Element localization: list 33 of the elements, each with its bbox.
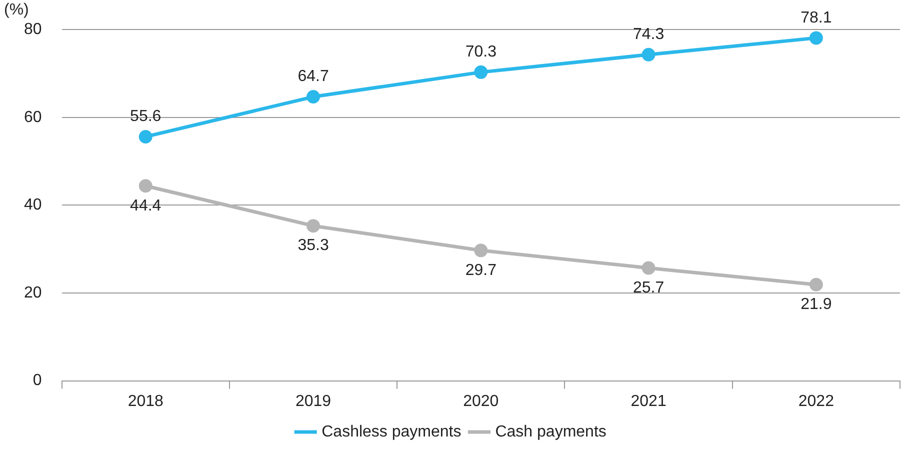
y-tick-label: 60 — [24, 108, 42, 126]
x-tick-label: 2019 — [295, 392, 332, 410]
point — [138, 130, 152, 144]
point — [642, 48, 656, 62]
point — [306, 219, 320, 233]
data-label: 74.3 — [632, 26, 664, 44]
data-label: 55.6 — [130, 108, 162, 126]
data-label: 29.7 — [465, 262, 497, 279]
point — [474, 65, 488, 79]
point — [809, 31, 823, 45]
point — [138, 179, 152, 193]
point — [306, 90, 320, 104]
data-label: 70.3 — [465, 44, 497, 61]
y-tick-label: 80 — [24, 21, 42, 38]
y-tick-label: 20 — [24, 284, 42, 302]
x-tick-label: 2020 — [463, 392, 499, 410]
point — [474, 244, 488, 258]
y-tick-label: 0 — [32, 372, 42, 390]
data-label: 44.4 — [130, 197, 162, 214]
x-tick-label: 2022 — [798, 392, 834, 410]
data-label: 25.7 — [632, 279, 664, 296]
x-tick-label: 2018 — [128, 392, 164, 410]
point — [809, 278, 823, 292]
y-tick-label: 40 — [24, 196, 42, 214]
x-tick-label: 2021 — [630, 392, 666, 410]
data-label: 21.9 — [800, 296, 832, 314]
point — [642, 261, 656, 275]
y-axis-title: (%) — [4, 1, 29, 18]
legend-label: Cashless payments — [322, 423, 462, 440]
data-label: 78.1 — [800, 9, 832, 26]
data-label: 35.3 — [298, 237, 329, 254]
legend-label: Cash payments — [495, 423, 606, 440]
data-label: 64.7 — [298, 68, 329, 86]
